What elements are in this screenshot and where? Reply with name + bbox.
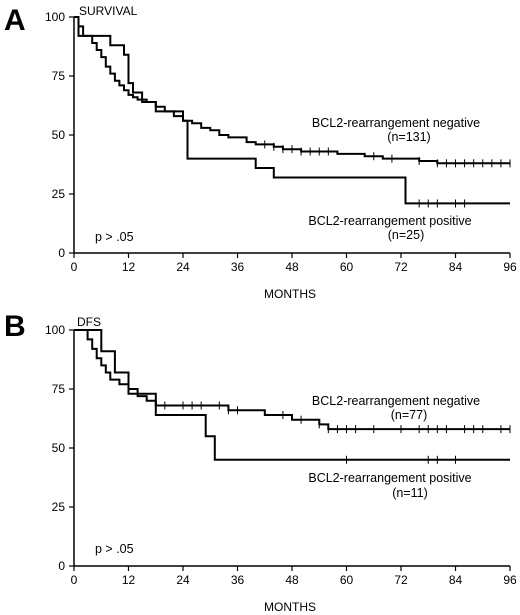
panel-b-y-tick-label: 50 bbox=[52, 441, 66, 455]
panel-a-y-tick-label: 100 bbox=[45, 10, 65, 24]
panel-b-x-tick-label: 48 bbox=[285, 573, 299, 587]
panel-b-negative-label: BCL2-rearrangement negative bbox=[312, 394, 480, 408]
panel-b-x-tick-label: 96 bbox=[503, 573, 517, 587]
panel-b-x-axis-title: MONTHS bbox=[264, 600, 316, 614]
panel-b-x-tick-label: 12 bbox=[122, 573, 136, 587]
panel-b-negative-count: (n=77) bbox=[391, 408, 427, 422]
panel-b-ticks: 0 12 24 36 48 60 72 84 96 0 25 50 75 100 bbox=[45, 323, 517, 587]
panel-b-series-negative-curve bbox=[74, 329, 510, 431]
panel-a-x-tick-label: 72 bbox=[394, 260, 408, 274]
panel-a-x-tick-label: 0 bbox=[71, 260, 78, 274]
panel-a-x-tick-label: 48 bbox=[285, 260, 299, 274]
panel-a-x-tick-label: 96 bbox=[503, 260, 517, 274]
panel-a-positive-label: BCL2-rearrangement positive bbox=[308, 214, 471, 228]
panel-b-x-tick-label: 60 bbox=[340, 573, 354, 587]
panel-a-series-negative-curve bbox=[74, 16, 510, 165]
panel-b-x-tick-label: 24 bbox=[176, 573, 190, 587]
panel-a-survival-chart: A SURVIVAL 0 12 24 36 48 60 72 84 96 0 25 50 75 100 p… bbox=[4, 4, 517, 301]
panel-b-y-tick-label: 75 bbox=[52, 382, 66, 396]
panel-b-x-tick-label: 72 bbox=[394, 573, 408, 587]
panel-b-x-tick-label: 0 bbox=[71, 573, 78, 587]
panel-b-letter: B bbox=[4, 310, 26, 343]
panel-a-y-tick-label: 0 bbox=[58, 246, 65, 260]
panel-b-x-tick-label: 36 bbox=[231, 573, 245, 587]
panel-b-curves bbox=[74, 329, 511, 464]
panel-a-negative-label: BCL2-rearrangement negative bbox=[312, 116, 480, 130]
panel-b-x-tick-label: 84 bbox=[449, 573, 463, 587]
panel-b-series-positive-curve bbox=[74, 329, 510, 461]
panel-b-y-tick-label: 25 bbox=[52, 500, 66, 514]
panel-a-x-tick-label: 60 bbox=[340, 260, 354, 274]
panel-a-series-positive-curve bbox=[74, 16, 510, 205]
panel-a-curves bbox=[74, 16, 511, 208]
panel-b-title: DFS bbox=[77, 315, 101, 329]
panel-a-title: SURVIVAL bbox=[79, 4, 138, 18]
panel-b-y-tick-label: 0 bbox=[58, 559, 65, 573]
panel-a-negative-count: (n=131) bbox=[387, 130, 430, 144]
panel-b-y-tick-label: 100 bbox=[45, 323, 65, 337]
panel-a-ticks: 0 12 24 36 48 60 72 84 96 0 25 50 75 100 bbox=[45, 10, 517, 274]
panel-a-x-tick-label: 36 bbox=[231, 260, 245, 274]
panel-b-positive-label: BCL2-rearrangement positive bbox=[308, 471, 471, 485]
panel-b-p-value: p > .05 bbox=[95, 542, 134, 556]
panel-a-x-axis-title: MONTHS bbox=[264, 287, 316, 301]
panel-a-letter: A bbox=[4, 4, 26, 37]
panel-a-y-tick-label: 25 bbox=[52, 187, 66, 201]
panel-b-dfs-chart: B DFS 0 12 24 36 48 60 72 84 96 0 25 50 75 100 p > .0… bbox=[4, 310, 517, 614]
panel-a-y-tick-label: 50 bbox=[52, 128, 66, 142]
panel-b-positive-count: (n=11) bbox=[392, 486, 428, 500]
panel-a-y-tick-label: 75 bbox=[52, 69, 66, 83]
panel-a-x-tick-label: 12 bbox=[122, 260, 136, 274]
panel-a-x-tick-label: 84 bbox=[449, 260, 463, 274]
panel-a-positive-count: (n=25) bbox=[388, 228, 424, 242]
panel-a-x-tick-label: 24 bbox=[176, 260, 190, 274]
panel-a-p-value: p > .05 bbox=[95, 230, 134, 244]
